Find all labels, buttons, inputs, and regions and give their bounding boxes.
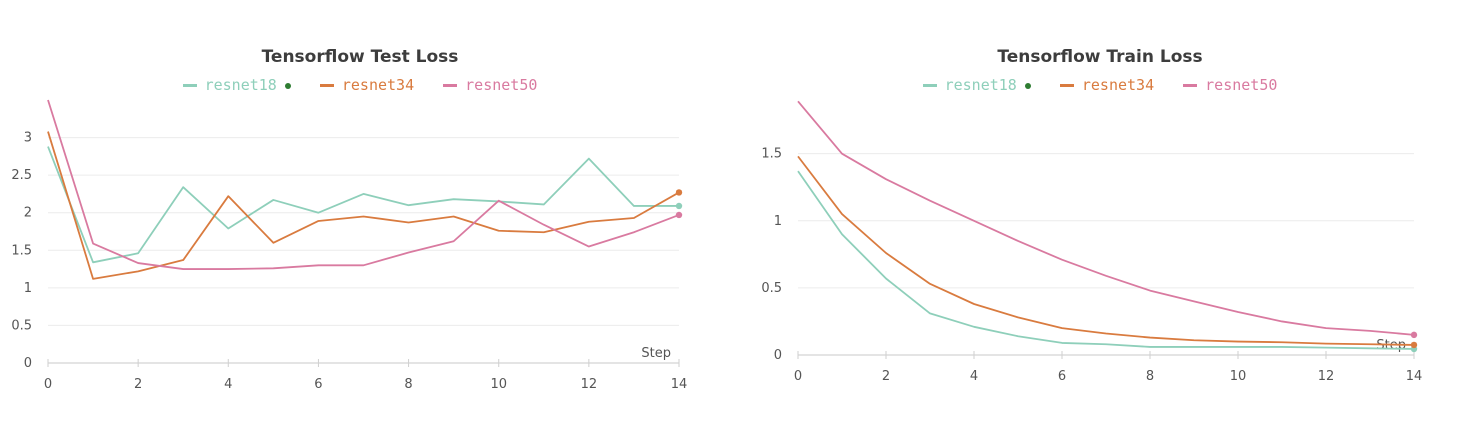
active-dot-icon [284, 82, 291, 89]
series-endpoint-resnet50 [1410, 331, 1418, 339]
legend-swatch-resnet18 [922, 84, 937, 87]
x-tick-label: 4 [970, 369, 978, 384]
legend-label-resnet18: resnet18 [944, 76, 1017, 94]
chart-legend: resnet18 resnet34 resnet50 [0, 76, 720, 94]
y-tick-label: 1 [24, 281, 32, 296]
y-tick-label: 1.5 [761, 147, 782, 162]
x-axis-label: Step [641, 346, 671, 361]
x-tick-label: 2 [882, 369, 890, 384]
y-tick-label: 3 [24, 131, 32, 146]
legend-item-resnet50[interactable]: resnet50 [443, 76, 537, 94]
x-tick-label: 6 [1058, 369, 1066, 384]
chart-title: Tensorflow Test Loss [261, 47, 459, 67]
x-tick-label: 12 [581, 377, 598, 392]
legend-swatch-resnet50 [443, 84, 458, 87]
chart-legend: resnet18 resnet34 resnet50 [740, 76, 1460, 94]
legend-item-resnet50[interactable]: resnet50 [1183, 76, 1277, 94]
legend-label-resnet18: resnet18 [204, 76, 277, 94]
legend-swatch-resnet34 [319, 84, 334, 87]
series-line-resnet18[interactable] [47, 146, 679, 264]
legend-label-resnet34: resnet34 [1081, 76, 1155, 94]
legend-item-resnet34[interactable]: resnet34 [1059, 76, 1155, 94]
series-line-resnet18[interactable] [797, 170, 1415, 350]
series-endpoint-resnet18 [675, 202, 683, 210]
y-tick-label: 0.5 [11, 318, 32, 333]
series-line-resnet50[interactable] [797, 100, 1415, 336]
y-tick-label: 1 [774, 214, 782, 229]
train-loss-panel: Tensorflow Train Loss resnet18 resnet34 … [740, 0, 1460, 446]
x-tick-label: 8 [1146, 369, 1154, 384]
legend-label-resnet50: resnet50 [1205, 76, 1278, 94]
series-line-resnet34[interactable] [47, 131, 680, 280]
legend-item-resnet18[interactable]: resnet18 [182, 76, 291, 94]
x-tick-label: 14 [671, 377, 688, 392]
legend-label-resnet50: resnet50 [465, 76, 538, 94]
x-tick-label: 14 [1406, 369, 1423, 384]
legend-swatch-resnet50 [1183, 84, 1198, 87]
x-tick-label: 6 [314, 377, 322, 392]
x-tick-label: 10 [1230, 369, 1247, 384]
chart-title: Tensorflow Train Loss [997, 47, 1203, 67]
y-tick-label: 0 [24, 356, 32, 371]
x-tick-label: 12 [1318, 369, 1335, 384]
series-endpoint-resnet50 [675, 211, 683, 219]
x-tick-label: 2 [134, 377, 142, 392]
legend-swatch-resnet18 [182, 84, 197, 87]
x-tick-label: 0 [794, 369, 802, 384]
series-endpoint-resnet34 [1410, 341, 1418, 349]
x-tick-label: 0 [44, 377, 52, 392]
y-tick-label: 1.5 [11, 243, 32, 258]
x-tick-label: 8 [404, 377, 412, 392]
y-tick-label: 2.5 [11, 168, 32, 183]
test-loss-panel: Tensorflow Test Loss resnet18 resnet34 r… [0, 0, 720, 446]
legend-swatch-resnet34 [1059, 84, 1074, 87]
test-loss-plot[interactable]: 0 0.5 1 1.5 2 2.5 3 0 2 4 6 8 10 12 14 Step [0, 0, 720, 446]
series-line-resnet34[interactable] [797, 155, 1415, 346]
legend-item-resnet34[interactable]: resnet34 [319, 76, 415, 94]
legend-label-resnet34: resnet34 [341, 76, 415, 94]
active-dot-icon [1024, 82, 1031, 89]
x-tick-label: 4 [224, 377, 232, 392]
y-tick-label: 2 [24, 206, 32, 221]
x-tick-label: 10 [490, 377, 507, 392]
y-tick-label: 0.5 [761, 281, 782, 296]
series-line-resnet50[interactable] [47, 99, 680, 270]
series-endpoint-resnet34 [675, 189, 683, 196]
y-tick-label: 0 [774, 348, 782, 363]
legend-item-resnet18[interactable]: resnet18 [922, 76, 1031, 94]
